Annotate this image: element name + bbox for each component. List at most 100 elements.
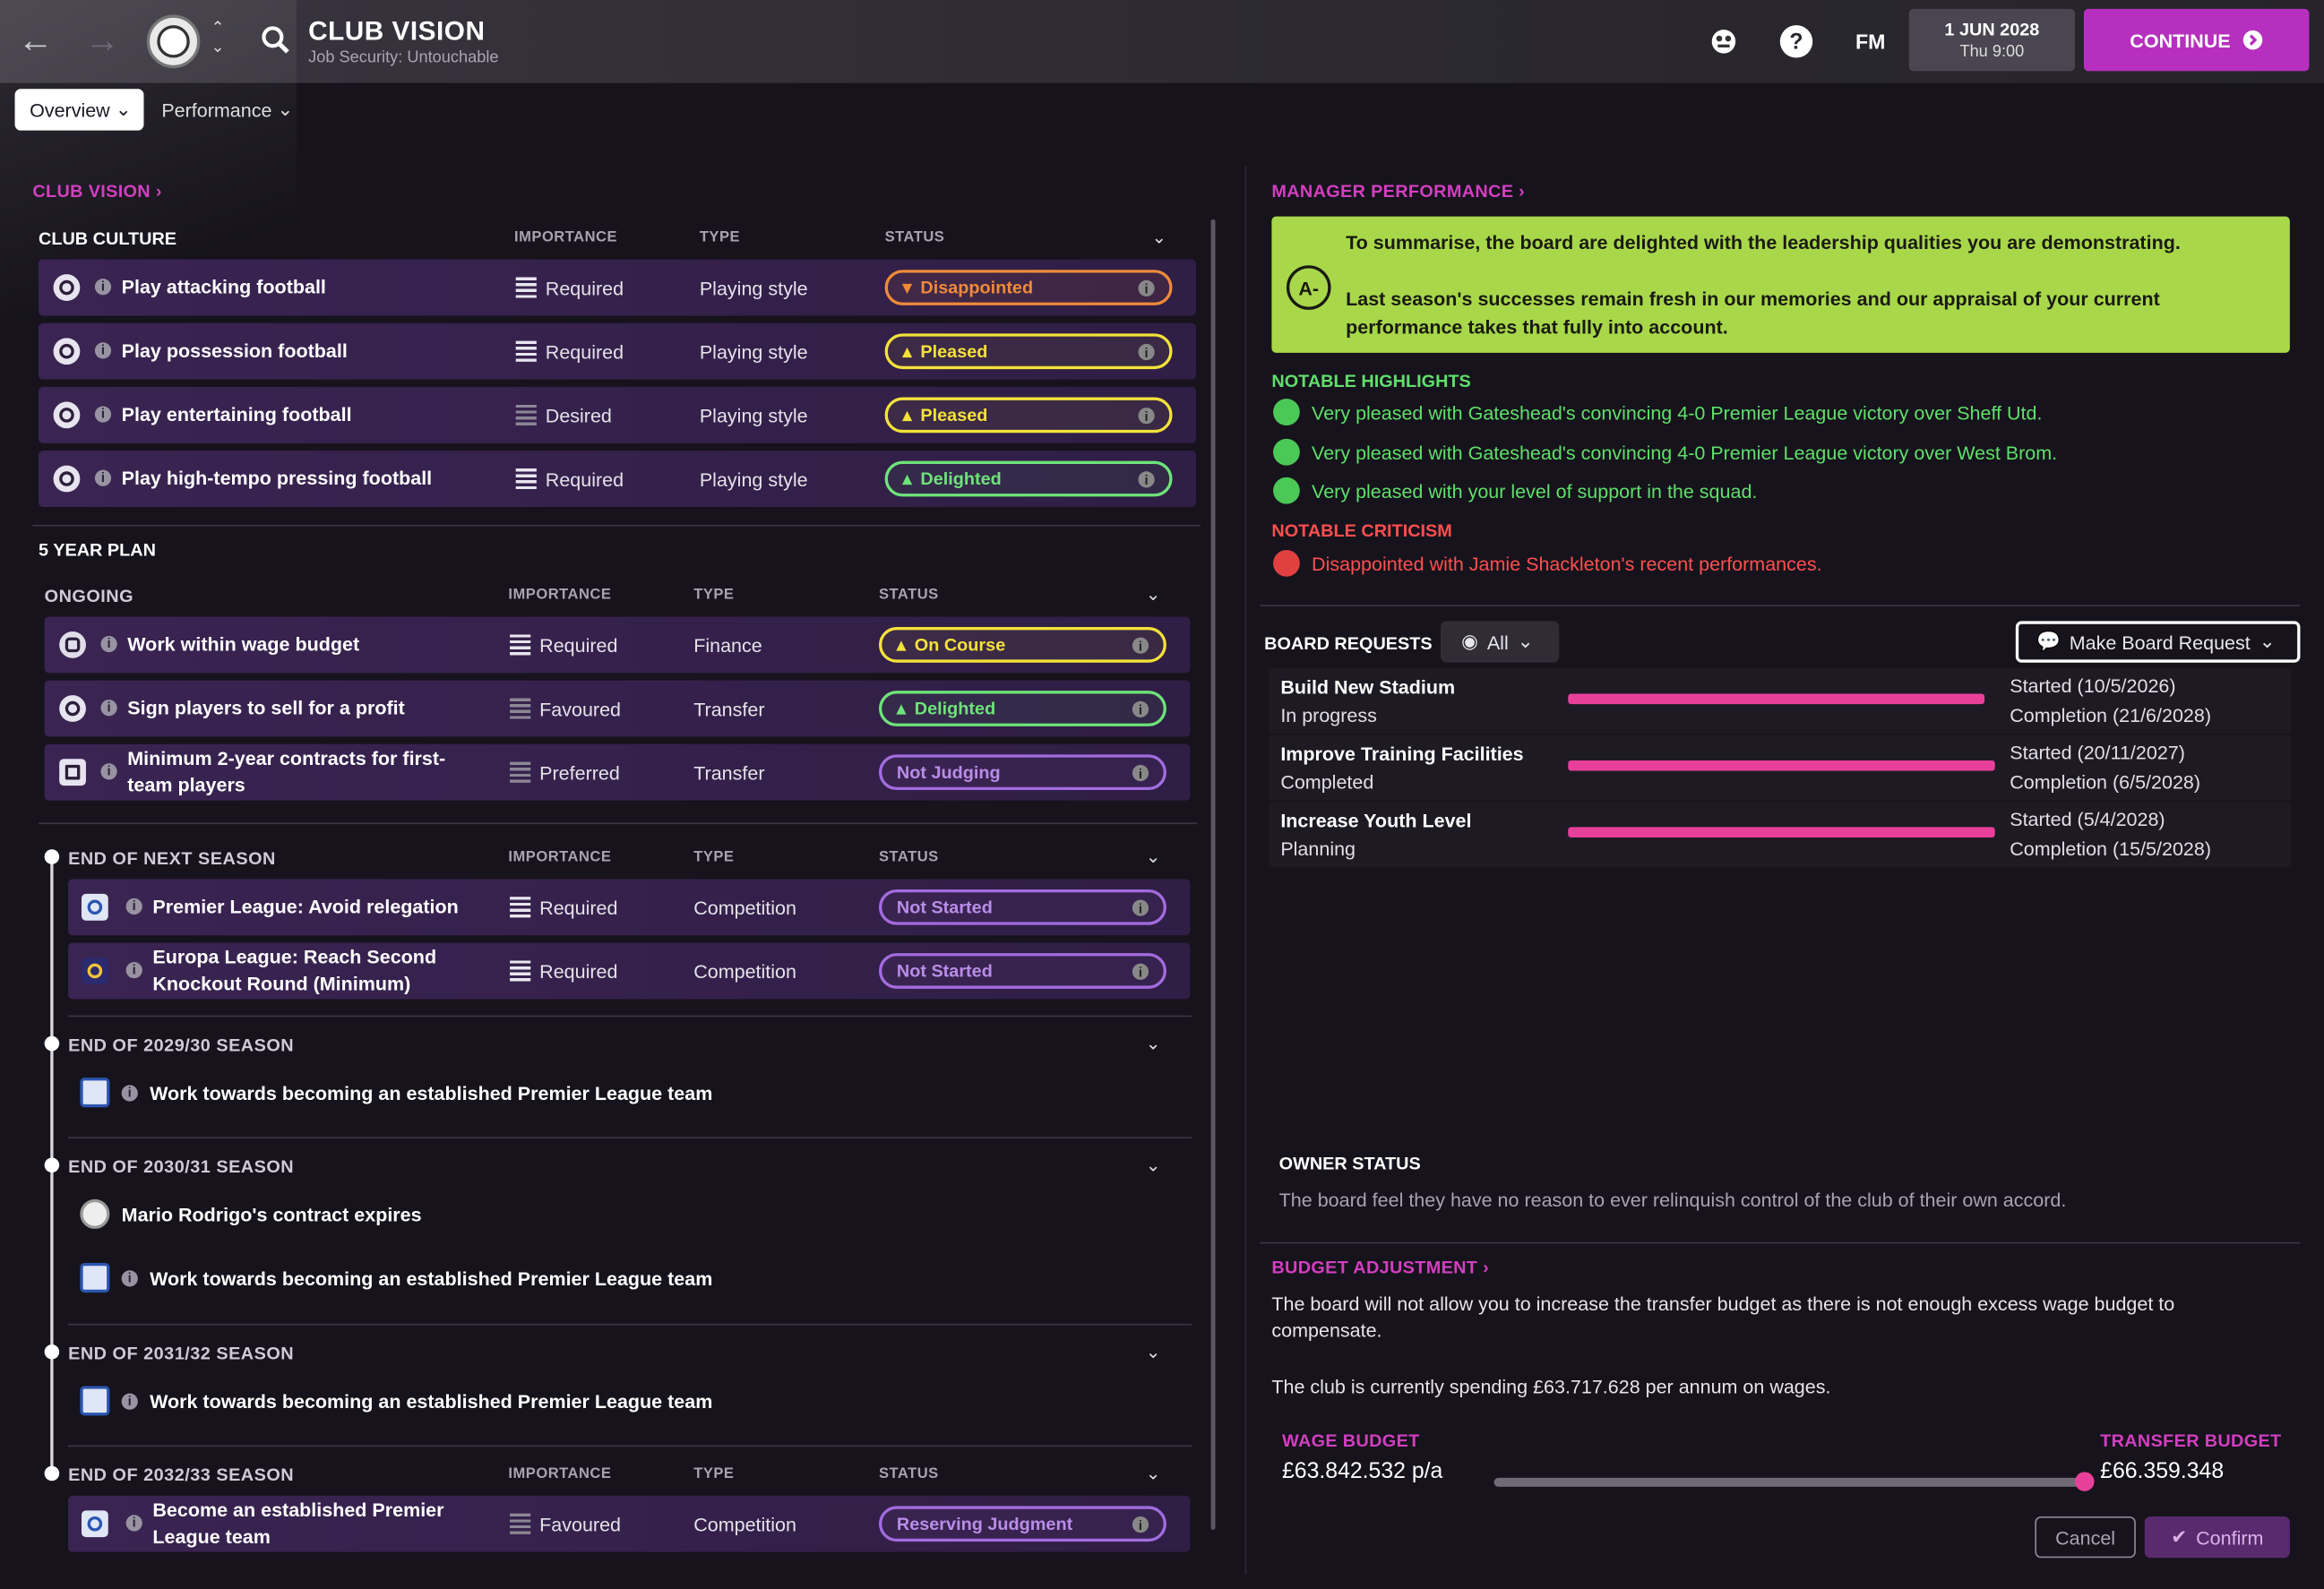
budget-adjustment-link[interactable]: BUDGET ADJUSTMENT › <box>1271 1257 1490 1278</box>
status-badge[interactable]: ▴ On Course i <box>878 627 1166 663</box>
chevron-down-icon[interactable]: ⌄ <box>1145 1033 1161 1054</box>
confirm-button[interactable]: ✔ Confirm <box>2144 1516 2290 1559</box>
status-badge[interactable]: Not Started i <box>878 953 1166 989</box>
chevron-down-icon[interactable]: ⌄ <box>1145 846 1161 868</box>
chevron-down-icon[interactable]: ⌄ <box>1151 227 1167 248</box>
fm-menu-button[interactable]: FM <box>1855 30 1886 54</box>
info-icon[interactable]: i <box>100 700 117 717</box>
help-icon[interactable]: ? <box>1779 25 1813 58</box>
status-label: Disappointed <box>920 277 1034 298</box>
status-badge[interactable]: ▴ Delighted i <box>884 460 1173 497</box>
date-label: 1 JUN 2028 <box>1944 19 2040 40</box>
season-objective[interactable]: i Work towards becoming an established Pr… <box>80 1070 712 1115</box>
player-icon <box>1273 549 1300 577</box>
info-icon[interactable]: i <box>1132 963 1149 980</box>
objective-name: Work towards becoming an established Pre… <box>150 1081 713 1104</box>
info-icon[interactable]: i <box>100 763 117 780</box>
tab-overview[interactable]: Overview ⌄ <box>14 89 144 131</box>
status-label: Delighted <box>920 468 1002 490</box>
info-icon[interactable]: i <box>121 1392 138 1409</box>
status-badge[interactable]: ▴ Pleased i <box>884 397 1173 434</box>
season-objective[interactable]: i Work towards becoming an established Pr… <box>80 1379 712 1423</box>
confirm-label: Confirm <box>2196 1525 2264 1549</box>
time-label: Thu 9:00 <box>1959 42 2025 61</box>
chevron-down-icon[interactable]: ⌄ <box>1145 1155 1161 1176</box>
request-progress-bar <box>1568 827 1995 838</box>
culture-row[interactable]: i Play possession football Required Play… <box>39 322 1197 380</box>
football-icon <box>53 465 81 493</box>
social-icon[interactable] <box>1709 25 1738 57</box>
culture-row[interactable]: i Play high-tempo pressing football Requ… <box>39 451 1197 507</box>
continue-button[interactable]: CONTINUE <box>2083 8 2310 72</box>
plan-row[interactable]: i Work within wage budget Required Finan… <box>44 616 1191 674</box>
club-switch-icon[interactable]: ⌃ ⌄ <box>211 19 225 56</box>
info-icon[interactable]: i <box>1138 279 1155 296</box>
request-state: Planning <box>1280 837 1356 860</box>
info-icon[interactable]: i <box>94 279 112 296</box>
club-vision-link[interactable]: CLUB VISION › <box>32 180 162 202</box>
objective-type: Playing style <box>699 276 808 299</box>
culture-row[interactable]: i Play entertaining football Desired Pla… <box>39 386 1197 443</box>
plan-row[interactable]: i Minimum 2-year contracts for first-tea… <box>44 743 1191 801</box>
football-icon <box>53 338 81 365</box>
request-completion: Completion (15/5/2028) <box>2010 837 2211 860</box>
status-badge[interactable]: ▴ Delighted i <box>878 691 1166 726</box>
club-badge[interactable] <box>146 14 201 69</box>
timeline-dot <box>44 1035 60 1052</box>
budget-slider-handle[interactable] <box>2075 1472 2095 1491</box>
status-badge[interactable]: ▾ Disappointed i <box>884 270 1173 305</box>
request-name: Build New Stadium <box>1280 675 1456 699</box>
info-icon[interactable]: i <box>94 342 112 359</box>
season-objective[interactable]: i Work towards becoming an established Pr… <box>80 1256 712 1301</box>
competition-row[interactable]: i Europa League: Reach Second Knockout R… <box>68 942 1191 1000</box>
search-icon[interactable] <box>261 25 290 55</box>
info-icon[interactable]: i <box>121 1269 138 1286</box>
importance-icon <box>515 468 537 490</box>
info-icon[interactable]: i <box>94 406 112 423</box>
budget-slider-track[interactable] <box>1493 1477 2087 1487</box>
cancel-button[interactable]: Cancel <box>2035 1516 2136 1559</box>
back-arrow-icon[interactable]: ← <box>17 21 54 61</box>
info-icon[interactable]: i <box>125 898 142 915</box>
chevron-down-icon[interactable]: ⌄ <box>1145 1341 1161 1362</box>
status-badge[interactable]: ▴ Pleased i <box>884 333 1173 370</box>
five-year-plan-header: 5 YEAR PLAN <box>39 539 156 561</box>
status-badge[interactable]: Not Started i <box>878 889 1166 925</box>
competition-row[interactable]: i Become an established Premier League t… <box>68 1495 1191 1552</box>
competition-row[interactable]: i Premier League: Avoid relegation Requi… <box>68 879 1191 936</box>
culture-row[interactable]: i Play attacking football Required Playi… <box>39 259 1197 316</box>
info-icon[interactable]: i <box>1132 1516 1149 1533</box>
info-icon[interactable]: i <box>1132 899 1149 916</box>
chevron-down-icon[interactable]: ⌄ <box>1145 1463 1161 1484</box>
plan-row[interactable]: i Sign players to sell for a profit Favo… <box>44 680 1191 737</box>
contract-icon <box>59 759 86 786</box>
board-request-row[interactable]: Improve Training Facilities Completed St… <box>1269 734 2292 801</box>
info-icon[interactable]: i <box>1138 471 1155 488</box>
board-request-row[interactable]: Build New Stadium In progress Started (1… <box>1269 668 2292 734</box>
tab-performance[interactable]: Performance ⌄ <box>147 89 301 130</box>
info-icon[interactable]: i <box>1132 700 1149 717</box>
info-icon[interactable]: i <box>121 1084 138 1101</box>
info-icon[interactable]: i <box>94 469 112 486</box>
manager-performance-link[interactable]: MANAGER PERFORMANCE › <box>1271 180 1526 202</box>
forward-arrow-icon[interactable]: → <box>84 21 120 61</box>
date-display[interactable]: 1 JUN 2028 Thu 9:00 <box>1908 8 2076 72</box>
chevron-down-icon[interactable]: ⌄ <box>1145 584 1161 606</box>
info-icon[interactable]: i <box>1138 408 1155 425</box>
info-icon[interactable]: i <box>1132 637 1149 654</box>
status-badge[interactable]: Not Judging i <box>878 754 1166 791</box>
status-badge[interactable]: Reserving Judgment i <box>878 1506 1166 1542</box>
filter-dropdown[interactable]: ◉ All ⌄ <box>1440 621 1560 663</box>
panel-divider <box>1244 166 1247 1575</box>
info-icon[interactable]: i <box>125 962 142 979</box>
request-completion: Completion (6/5/2028) <box>2010 770 2201 794</box>
make-board-request-button[interactable]: 💬 Make Board Request ⌄ <box>2015 621 2301 663</box>
football-icon <box>53 274 81 301</box>
info-icon[interactable]: i <box>125 1515 142 1532</box>
scrollbar[interactable] <box>1210 219 1216 1530</box>
board-request-row[interactable]: Increase Youth Level Planning Started (5… <box>1269 802 2292 868</box>
info-icon[interactable]: i <box>1138 343 1155 361</box>
season-objective[interactable]: Mario Rodrigo's contract expires <box>80 1192 422 1237</box>
info-icon[interactable]: i <box>100 635 117 653</box>
info-icon[interactable]: i <box>1132 764 1149 782</box>
